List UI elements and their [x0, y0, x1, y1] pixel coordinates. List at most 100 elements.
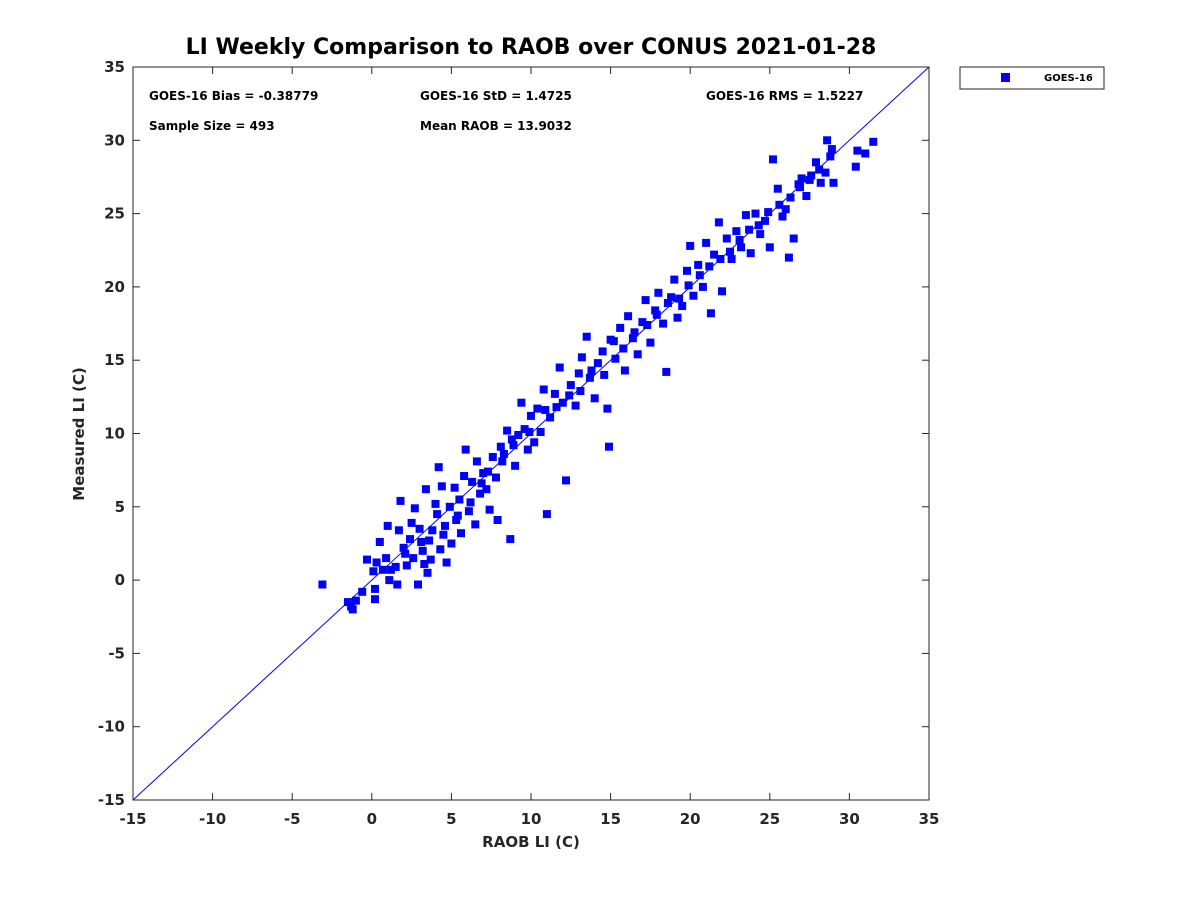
- data-point: [421, 485, 430, 494]
- data-point: [566, 381, 575, 390]
- data-point: [431, 499, 440, 508]
- data-point: [488, 453, 497, 461]
- data-point: [807, 171, 816, 180]
- data-point: [363, 555, 371, 564]
- data-point: [527, 411, 535, 420]
- stat-rms: GOES-16 RMS = 1.5227: [706, 89, 863, 103]
- data-point: [506, 535, 515, 544]
- x-tick-label: -5: [284, 810, 301, 828]
- data-point: [455, 495, 464, 504]
- data-point: [585, 373, 594, 382]
- data-point: [815, 165, 824, 174]
- data-point: [348, 605, 357, 614]
- data-point: [683, 266, 691, 275]
- data-point: [479, 469, 488, 478]
- data-point: [796, 183, 804, 192]
- data-point: [460, 472, 469, 480]
- data-point: [827, 145, 836, 154]
- data-point: [410, 504, 419, 513]
- data-point: [641, 296, 650, 305]
- data-point: [718, 287, 726, 296]
- y-tick-label: -10: [98, 718, 125, 736]
- data-point: [751, 209, 760, 218]
- x-axis-label: RAOB LI (C): [482, 833, 580, 851]
- data-point: [726, 247, 734, 256]
- y-tick-label: -15: [98, 791, 125, 809]
- data-point: [525, 428, 534, 436]
- data-point: [351, 596, 360, 605]
- y-tick-label: 0: [115, 571, 125, 589]
- data-point: [426, 555, 435, 564]
- data-point: [616, 323, 625, 332]
- data-point: [769, 155, 777, 164]
- data-point: [503, 426, 512, 435]
- x-tick-label: 30: [839, 810, 860, 828]
- data-point: [394, 526, 403, 535]
- data-point: [358, 587, 367, 596]
- data-point: [775, 200, 784, 209]
- data-point: [605, 442, 613, 451]
- data-point: [593, 359, 602, 368]
- data-point: [705, 262, 714, 271]
- data-point: [829, 178, 838, 187]
- data-point: [536, 428, 545, 436]
- stat-bias: GOES-16 Bias = -0.38779: [149, 89, 318, 103]
- data-point: [624, 312, 633, 321]
- data-point: [673, 313, 682, 322]
- data-point: [853, 146, 862, 155]
- data-point: [732, 227, 741, 236]
- y-tick-label: 10: [104, 425, 125, 443]
- data-point: [630, 328, 639, 337]
- data-point: [484, 467, 492, 476]
- data-point: [464, 507, 473, 516]
- data-point: [407, 518, 416, 527]
- data-point: [600, 370, 609, 379]
- data-point: [781, 205, 790, 214]
- x-tick-label: 35: [919, 810, 940, 828]
- data-point: [727, 255, 736, 263]
- data-point: [476, 489, 485, 498]
- data-point: [542, 510, 551, 519]
- data-point: [468, 477, 477, 486]
- data-point: [457, 529, 465, 538]
- data-point: [761, 216, 769, 225]
- data-point: [643, 321, 652, 329]
- x-axis-ticks: -15 -10 -5 0 5 10 15 20 25 30 35: [119, 67, 939, 828]
- data-point: [555, 363, 564, 372]
- data-point: [409, 554, 418, 563]
- x-tick-label: 5: [446, 810, 456, 828]
- data-point: [628, 334, 637, 343]
- data-point: [659, 319, 668, 328]
- data-point: [816, 178, 825, 187]
- y-tick-label: 30: [104, 131, 125, 149]
- data-point: [383, 521, 392, 530]
- data-point: [765, 243, 774, 252]
- data-point: [651, 306, 660, 315]
- data-point: [702, 238, 711, 247]
- data-point: [418, 546, 427, 555]
- data-point: [509, 441, 518, 450]
- data-point: [784, 253, 793, 262]
- data-point: [546, 413, 555, 422]
- data-point: [514, 431, 523, 439]
- data-point: [425, 536, 434, 545]
- data-point: [654, 288, 663, 297]
- data-point: [450, 483, 459, 492]
- data-point: [453, 511, 462, 520]
- data-point: [382, 554, 391, 563]
- y-axis-label: Measured LI (C): [70, 367, 88, 500]
- data-point: [805, 175, 814, 184]
- data-point: [675, 294, 684, 303]
- data-point: [496, 442, 505, 451]
- data-point: [520, 425, 529, 434]
- data-point: [576, 387, 585, 395]
- data-point: [386, 565, 395, 574]
- data-point: [826, 152, 835, 161]
- data-point: [662, 367, 671, 376]
- y-tick-label: -5: [108, 644, 125, 662]
- data-point: [869, 137, 878, 146]
- data-point: [706, 309, 715, 318]
- data-point: [423, 568, 432, 577]
- data-point: [402, 561, 411, 570]
